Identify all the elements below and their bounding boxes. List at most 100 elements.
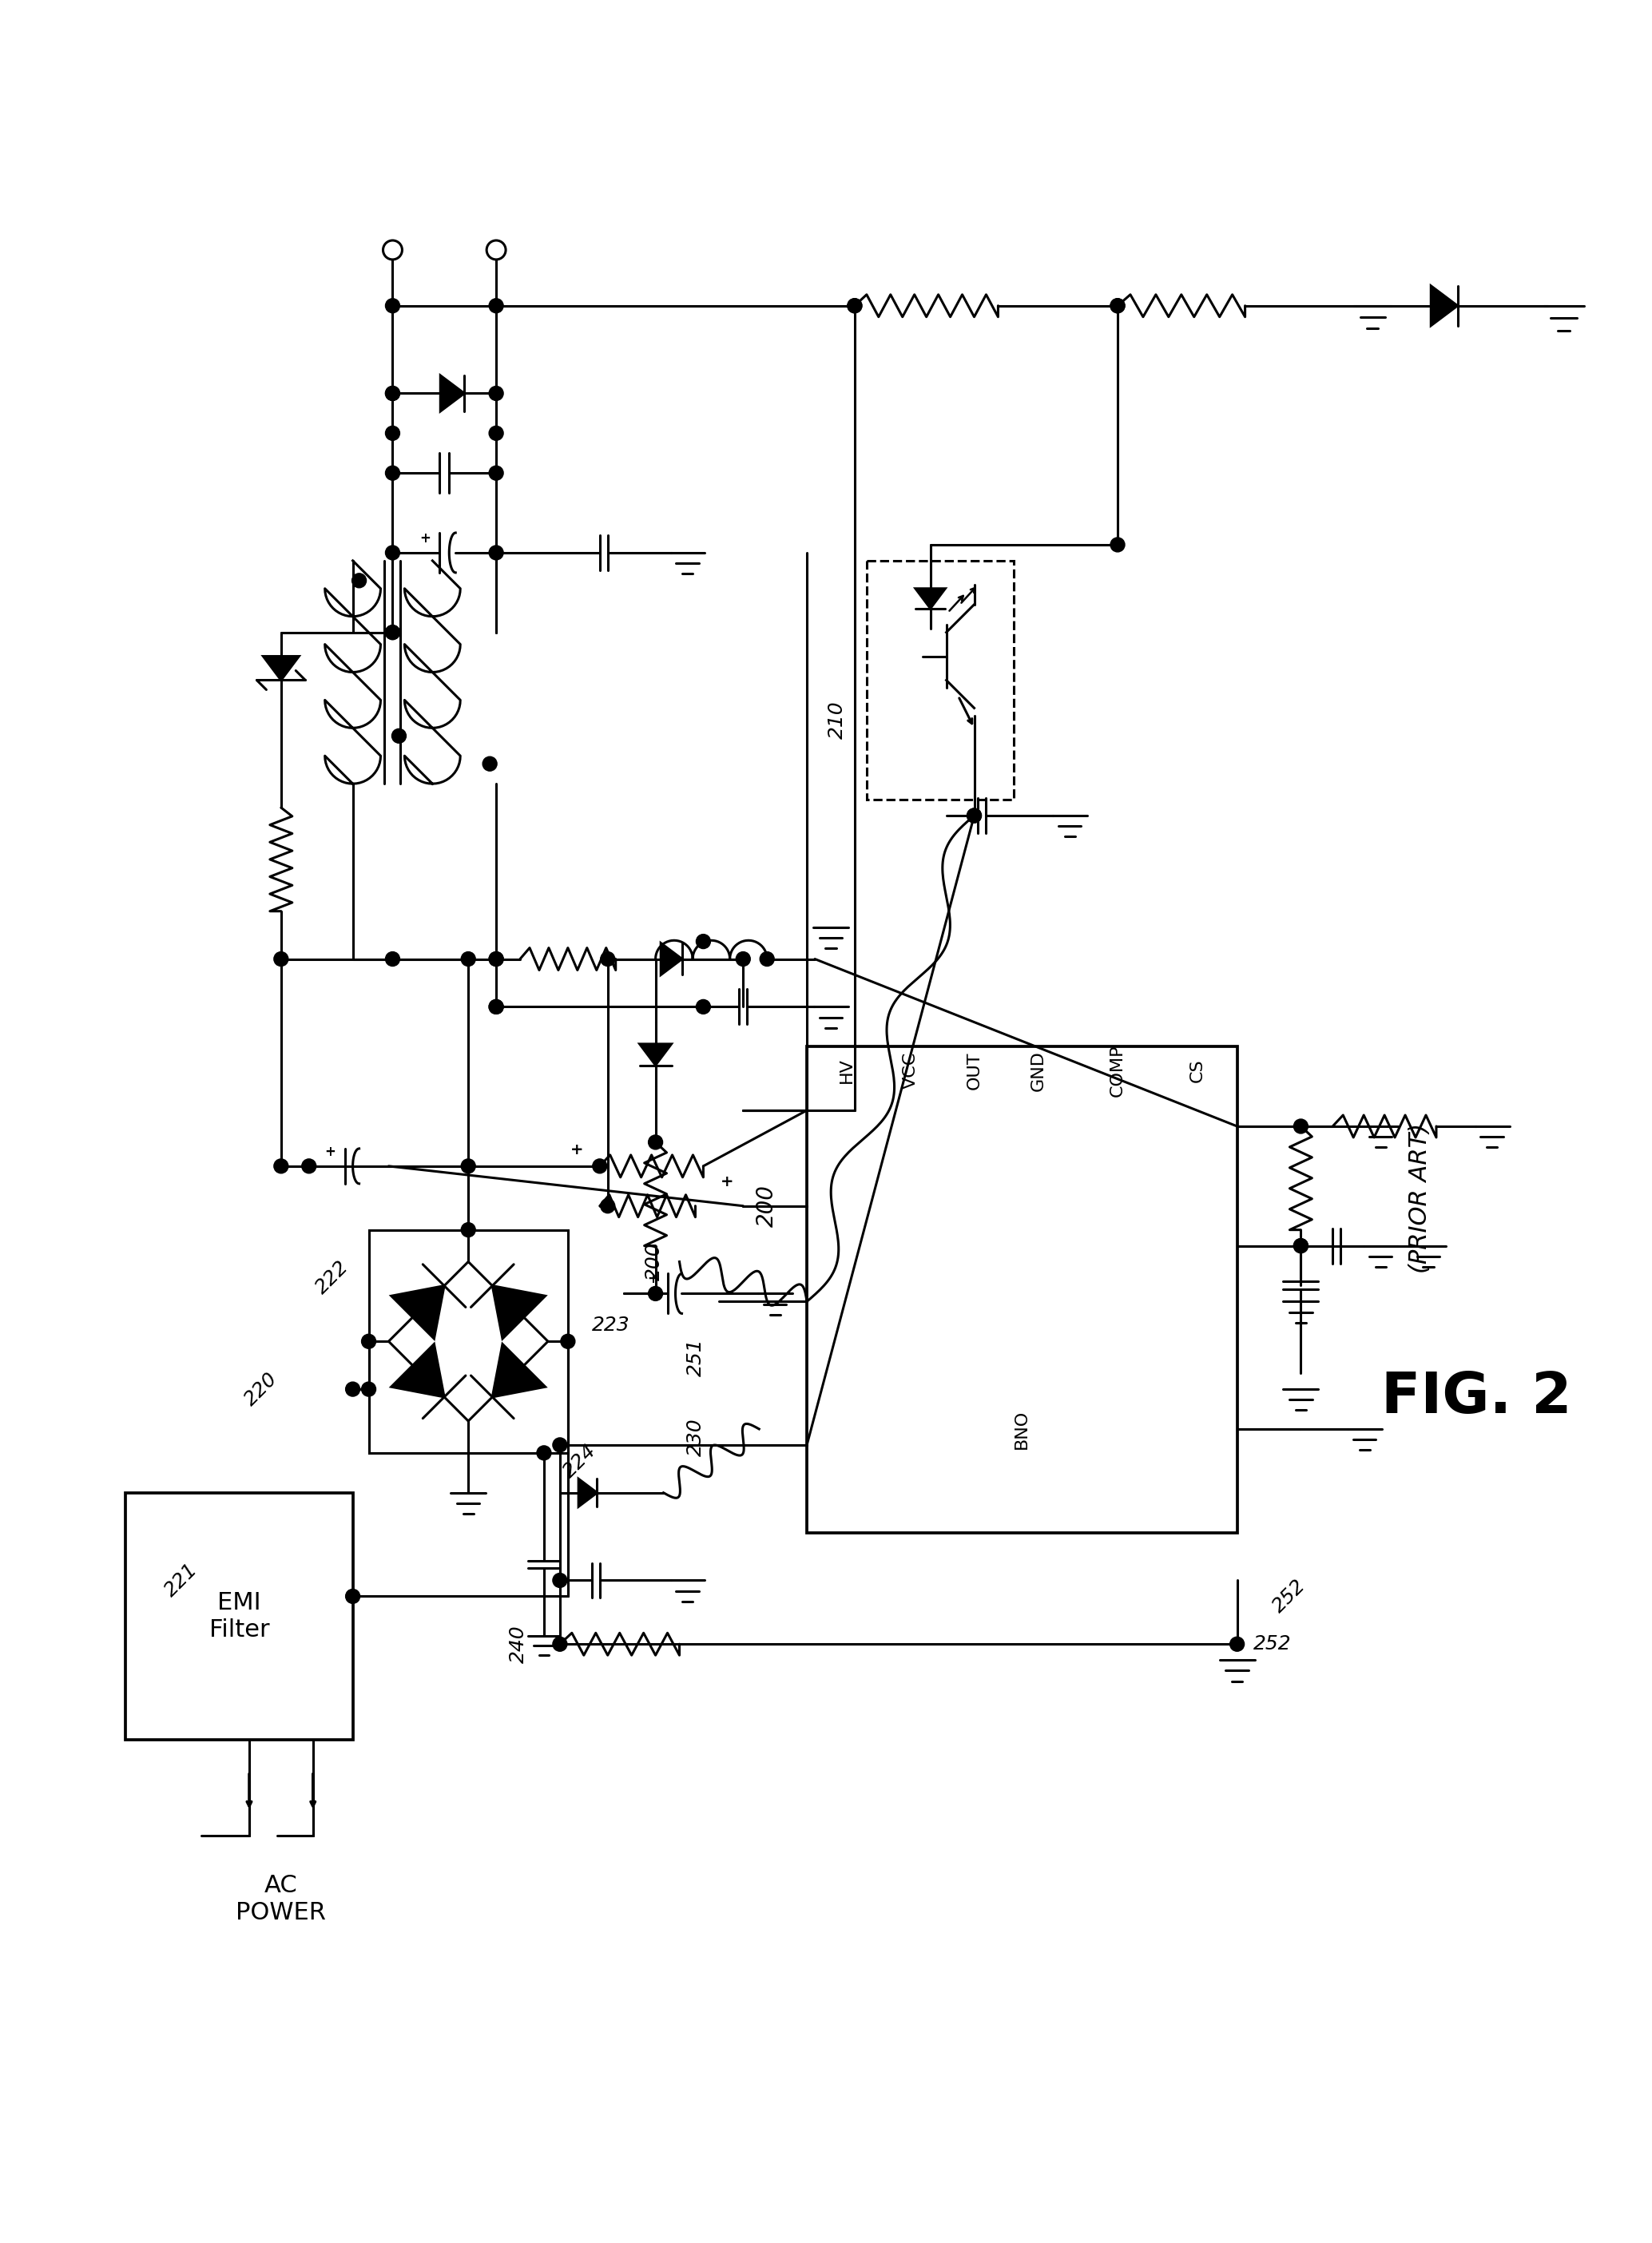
Text: 252: 252 <box>1269 1577 1310 1617</box>
Text: 251: 251 <box>686 1339 705 1377</box>
Circle shape <box>737 951 750 967</box>
Circle shape <box>601 1198 615 1213</box>
Circle shape <box>489 1000 504 1014</box>
Circle shape <box>489 951 504 967</box>
Circle shape <box>487 240 506 260</box>
Circle shape <box>760 951 775 967</box>
Circle shape <box>593 1160 606 1173</box>
Circle shape <box>695 1000 710 1014</box>
Text: EMI
Filter: EMI Filter <box>210 1590 269 1642</box>
Circle shape <box>461 1222 476 1236</box>
Circle shape <box>274 1160 287 1173</box>
Circle shape <box>461 951 476 967</box>
Polygon shape <box>263 657 299 680</box>
Circle shape <box>1110 298 1125 314</box>
Text: 223: 223 <box>591 1317 629 1335</box>
Text: AC
POWER: AC POWER <box>236 1873 325 1924</box>
Circle shape <box>385 626 400 639</box>
Text: (PRIOR ART): (PRIOR ART) <box>1409 1124 1432 1274</box>
Circle shape <box>489 951 504 967</box>
Circle shape <box>601 951 615 967</box>
Text: CS: CS <box>1189 1059 1206 1083</box>
Circle shape <box>1294 1119 1308 1133</box>
Circle shape <box>648 1287 662 1301</box>
Text: +: + <box>570 1142 583 1157</box>
Circle shape <box>489 467 504 480</box>
Circle shape <box>537 1447 552 1460</box>
Text: 220: 220 <box>241 1368 281 1409</box>
Circle shape <box>362 1382 377 1397</box>
Text: FIG. 2: FIG. 2 <box>1381 1370 1571 1424</box>
Circle shape <box>385 386 400 401</box>
Text: HV: HV <box>839 1059 854 1083</box>
Circle shape <box>553 1637 567 1651</box>
Circle shape <box>383 240 401 260</box>
Circle shape <box>385 426 400 440</box>
Bar <box>126 1494 354 1741</box>
Circle shape <box>392 729 406 742</box>
Circle shape <box>966 807 981 823</box>
Circle shape <box>1231 1637 1244 1651</box>
Polygon shape <box>578 1478 596 1507</box>
Text: OUT: OUT <box>966 1052 983 1090</box>
Text: 240: 240 <box>509 1626 529 1662</box>
Text: 252: 252 <box>1252 1635 1292 1653</box>
Polygon shape <box>661 942 682 976</box>
Circle shape <box>1294 1238 1308 1254</box>
Text: +: + <box>648 1272 659 1287</box>
Circle shape <box>1294 1238 1308 1254</box>
Circle shape <box>648 1135 662 1148</box>
Text: +: + <box>325 1144 335 1160</box>
Polygon shape <box>492 1285 545 1339</box>
Circle shape <box>1110 538 1125 552</box>
Circle shape <box>489 298 504 314</box>
Text: BNO: BNO <box>1014 1409 1029 1449</box>
Text: 221: 221 <box>160 1561 202 1602</box>
Circle shape <box>385 951 400 967</box>
Circle shape <box>461 1160 476 1173</box>
Polygon shape <box>915 588 945 608</box>
Circle shape <box>489 1000 504 1014</box>
Polygon shape <box>492 1344 545 1397</box>
Text: 210: 210 <box>828 702 847 738</box>
Circle shape <box>302 1160 316 1173</box>
Text: COMP: COMP <box>1110 1045 1125 1097</box>
Circle shape <box>385 386 400 401</box>
Text: 224: 224 <box>560 1440 600 1480</box>
Circle shape <box>847 298 862 314</box>
Circle shape <box>553 1572 567 1588</box>
Bar <box>806 1047 1237 1532</box>
Circle shape <box>847 298 862 314</box>
Polygon shape <box>441 375 464 410</box>
Circle shape <box>489 426 504 440</box>
Circle shape <box>345 1588 360 1604</box>
Circle shape <box>553 1438 567 1451</box>
Text: 200: 200 <box>757 1184 778 1227</box>
Circle shape <box>345 1382 360 1397</box>
Circle shape <box>966 807 981 823</box>
Circle shape <box>385 626 400 639</box>
Circle shape <box>385 467 400 480</box>
Circle shape <box>560 1335 575 1348</box>
Circle shape <box>274 951 287 967</box>
Text: GND: GND <box>1029 1050 1046 1090</box>
Polygon shape <box>639 1043 671 1065</box>
Circle shape <box>489 545 504 561</box>
Circle shape <box>362 1335 377 1348</box>
Circle shape <box>1110 298 1125 314</box>
Circle shape <box>385 545 400 561</box>
Text: 200: 200 <box>644 1243 664 1281</box>
Circle shape <box>695 935 710 949</box>
Circle shape <box>482 756 497 772</box>
Polygon shape <box>1431 285 1457 325</box>
Text: 222: 222 <box>312 1258 354 1299</box>
Circle shape <box>352 574 367 588</box>
Polygon shape <box>392 1344 444 1397</box>
Bar <box>867 561 1014 801</box>
Circle shape <box>489 386 504 401</box>
Text: VCC: VCC <box>902 1052 919 1090</box>
Bar <box>368 1229 568 1453</box>
Text: +: + <box>720 1175 733 1189</box>
Circle shape <box>385 298 400 314</box>
Text: +: + <box>420 532 431 545</box>
